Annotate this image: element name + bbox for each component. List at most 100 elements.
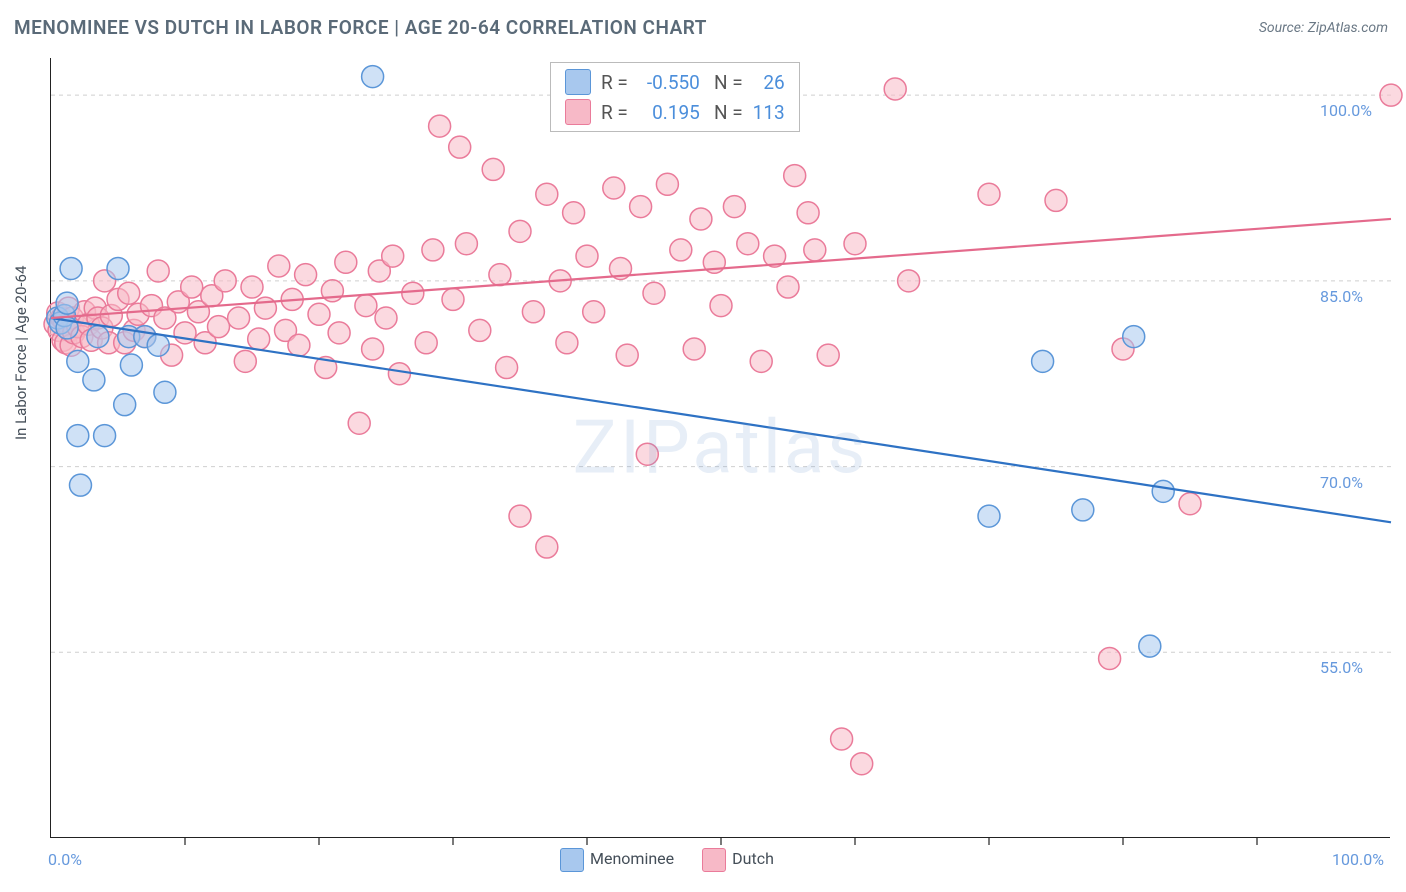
data-point bbox=[415, 332, 437, 354]
data-point bbox=[181, 276, 203, 298]
r-label: R = bbox=[601, 101, 628, 124]
data-point bbox=[67, 350, 89, 372]
data-point bbox=[154, 381, 176, 403]
n-value: 113 bbox=[747, 101, 785, 124]
legend-label: Dutch bbox=[732, 849, 774, 868]
data-point bbox=[630, 196, 652, 218]
data-point bbox=[710, 295, 732, 317]
data-point bbox=[509, 220, 531, 242]
series-legend: Menominee Dutch bbox=[560, 848, 774, 872]
data-point bbox=[69, 474, 91, 496]
data-point bbox=[583, 301, 605, 323]
legend-item: Menominee bbox=[560, 848, 674, 872]
data-point bbox=[522, 301, 544, 323]
source-attribution: Source: ZipAtlas.com bbox=[1259, 20, 1388, 36]
data-point bbox=[147, 334, 169, 356]
data-point bbox=[288, 334, 310, 356]
data-point bbox=[87, 326, 109, 348]
data-point bbox=[228, 307, 250, 329]
y-tick-label: 85.0% bbox=[1320, 287, 1363, 306]
data-point bbox=[576, 245, 598, 267]
data-point bbox=[1045, 189, 1067, 211]
data-point bbox=[804, 239, 826, 261]
y-axis-title: In Labor Force | Age 20-64 bbox=[12, 266, 30, 440]
data-point bbox=[1072, 499, 1094, 521]
legend-swatch bbox=[560, 848, 584, 872]
n-value: 26 bbox=[747, 71, 785, 94]
data-point bbox=[147, 260, 169, 282]
data-point bbox=[402, 282, 424, 304]
legend-item: Dutch bbox=[702, 848, 774, 872]
data-point bbox=[884, 78, 906, 100]
data-point bbox=[656, 173, 678, 195]
correlation-box: R =-0.550 N =26R =0.195 N =113 bbox=[550, 62, 800, 132]
y-tick-label: 70.0% bbox=[1320, 473, 1363, 492]
data-point bbox=[241, 276, 263, 298]
data-point bbox=[603, 177, 625, 199]
source-name: ZipAtlas.com bbox=[1308, 20, 1388, 36]
data-point bbox=[556, 332, 578, 354]
r-label: R = bbox=[601, 71, 628, 94]
correlation-row: R =0.195 N =113 bbox=[551, 97, 799, 127]
data-point bbox=[643, 282, 665, 304]
data-point bbox=[978, 183, 1000, 205]
data-point bbox=[1099, 647, 1121, 669]
data-point bbox=[208, 316, 230, 338]
data-point bbox=[851, 753, 873, 775]
data-point bbox=[254, 297, 276, 319]
data-point bbox=[831, 728, 853, 750]
data-point bbox=[362, 66, 384, 88]
data-point bbox=[683, 338, 705, 360]
data-point bbox=[335, 251, 357, 273]
data-point bbox=[328, 322, 350, 344]
data-point bbox=[616, 344, 638, 366]
data-point bbox=[1179, 493, 1201, 515]
data-point bbox=[1123, 326, 1145, 348]
correlation-row: R =-0.550 N =26 bbox=[551, 67, 799, 97]
correlation-swatch bbox=[565, 99, 591, 125]
data-point bbox=[382, 245, 404, 267]
data-point bbox=[429, 115, 451, 137]
data-point bbox=[563, 202, 585, 224]
data-point bbox=[690, 208, 712, 230]
data-point bbox=[248, 328, 270, 350]
chart-title: MENOMINEE VS DUTCH IN LABOR FORCE | AGE … bbox=[14, 16, 707, 39]
data-point bbox=[1380, 84, 1402, 106]
data-point bbox=[978, 505, 1000, 527]
data-point bbox=[482, 158, 504, 180]
data-point bbox=[1032, 350, 1054, 372]
x-tick-label: 100.0% bbox=[1332, 850, 1384, 869]
data-point bbox=[797, 202, 819, 224]
data-point bbox=[114, 394, 136, 416]
data-point bbox=[449, 136, 471, 158]
data-point bbox=[388, 363, 410, 385]
data-point bbox=[362, 338, 384, 360]
data-point bbox=[375, 307, 397, 329]
data-point bbox=[455, 233, 477, 255]
data-point bbox=[120, 354, 142, 376]
data-point bbox=[750, 350, 772, 372]
data-point bbox=[56, 292, 78, 314]
scatter-chart-svg bbox=[51, 58, 1391, 838]
data-point bbox=[348, 412, 370, 434]
data-point bbox=[1139, 635, 1161, 657]
chart-page: MENOMINEE VS DUTCH IN LABOR FORCE | AGE … bbox=[0, 0, 1406, 892]
data-point bbox=[1152, 480, 1174, 502]
data-point bbox=[118, 282, 140, 304]
data-point bbox=[268, 255, 290, 277]
data-point bbox=[536, 183, 558, 205]
y-tick-label: 55.0% bbox=[1320, 658, 1363, 677]
data-point bbox=[777, 276, 799, 298]
data-point bbox=[107, 257, 129, 279]
data-point bbox=[308, 303, 330, 325]
data-point bbox=[636, 443, 658, 465]
data-point bbox=[214, 270, 236, 292]
data-point bbox=[670, 239, 692, 261]
data-point bbox=[94, 425, 116, 447]
data-point bbox=[67, 425, 89, 447]
data-point bbox=[295, 264, 317, 286]
n-label: N = bbox=[714, 71, 743, 94]
data-point bbox=[817, 344, 839, 366]
n-label: N = bbox=[714, 101, 743, 124]
data-point bbox=[469, 319, 491, 341]
